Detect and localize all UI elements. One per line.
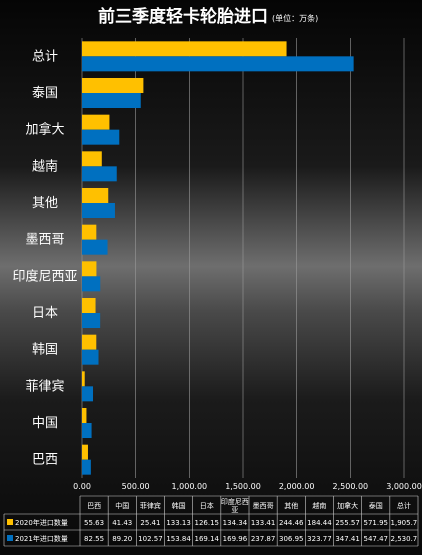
table-header: 加拿大 xyxy=(337,501,358,510)
table-header: 日本 xyxy=(200,501,214,510)
table-cell: 133.13 xyxy=(166,519,191,527)
x-tick-label: 1,000.00 xyxy=(172,482,208,491)
category-label: 印度尼西亚 xyxy=(12,268,77,284)
table-cell: 2,530.7 xyxy=(391,535,418,543)
table-header: 韩国 xyxy=(172,501,186,510)
table-cell: 55.63 xyxy=(84,519,104,527)
table-header: 菲律宾 xyxy=(140,501,161,510)
table-cell: 134.34 xyxy=(223,519,248,527)
bar-2020 xyxy=(82,444,88,460)
x-tick-label: 1,500.00 xyxy=(225,482,261,491)
category-label: 其他 xyxy=(32,196,58,211)
table-header: 亚 xyxy=(231,506,238,514)
category-label: 墨西哥 xyxy=(25,233,64,248)
bar-2021 xyxy=(82,93,141,108)
chart-subtitle: (单位：万条) xyxy=(272,13,318,23)
bar-2021 xyxy=(82,276,101,292)
bar-2021 xyxy=(82,349,99,365)
category-label: 韩国 xyxy=(32,343,58,358)
table-header: 其他 xyxy=(284,501,298,510)
table-cell: 169.14 xyxy=(195,535,220,543)
table-cell: 82.55 xyxy=(84,535,104,543)
bar-2020 xyxy=(82,261,97,277)
category-label: 越南 xyxy=(32,158,58,174)
bar-2020 xyxy=(82,114,110,130)
bar-2020 xyxy=(82,188,109,203)
table-cell: 306.95 xyxy=(279,535,304,543)
table-cell: 571.95 xyxy=(364,519,389,527)
bar-2020 xyxy=(82,408,87,423)
table-cell: 102.57 xyxy=(138,535,163,543)
table-cell: 547.47 xyxy=(364,535,389,543)
category-label: 总计 xyxy=(32,49,58,64)
legend-swatch xyxy=(7,519,13,525)
table-cell: 1,905.7 xyxy=(391,519,418,527)
table-cell: 255.57 xyxy=(335,519,360,527)
x-tick-label: 2,500.00 xyxy=(333,482,369,491)
bar-2021 xyxy=(82,203,115,218)
table-header: 越南 xyxy=(312,501,326,510)
table-cell: 169.96 xyxy=(223,535,248,543)
bar-2020 xyxy=(82,151,102,167)
table-cell: 184.44 xyxy=(307,519,332,527)
bar-2021 xyxy=(82,423,92,438)
bar-2020 xyxy=(82,371,85,387)
legend-label: 2020年进口数量 xyxy=(15,518,68,527)
table-cell: 323.77 xyxy=(307,535,332,543)
table-header: 巴西 xyxy=(87,502,101,510)
category-label: 中国 xyxy=(32,416,58,431)
bar-2021 xyxy=(82,313,101,328)
category-label: 菲律宾 xyxy=(25,378,64,394)
table-cell: 244.46 xyxy=(279,519,304,527)
legend-label: 2021年进口数量 xyxy=(15,534,68,543)
category-label: 日本 xyxy=(32,306,58,321)
bar-2020 xyxy=(82,298,96,313)
category-label: 加拿大 xyxy=(25,122,64,138)
category-label: 泰国 xyxy=(32,86,58,101)
table-cell: 25.41 xyxy=(140,519,160,527)
table-header: 泰国 xyxy=(369,501,383,510)
bar-2020 xyxy=(82,78,144,93)
table-cell: 41.43 xyxy=(112,519,132,527)
table-cell: 126.15 xyxy=(195,519,220,527)
category-label: 巴西 xyxy=(32,453,58,468)
table-cell: 133.41 xyxy=(251,519,276,527)
chart-title: 前三季度轻卡轮胎进口 xyxy=(98,6,268,27)
x-tick-label: 500.00 xyxy=(122,482,150,491)
table-header: 中国 xyxy=(115,501,129,510)
bar-2021 xyxy=(82,459,91,475)
bar-2020 xyxy=(82,334,97,350)
bar-2021 xyxy=(82,166,117,182)
bar-2021 xyxy=(82,56,354,72)
table-cell: 89.20 xyxy=(112,535,132,543)
bar-2021 xyxy=(82,386,94,402)
legend-swatch xyxy=(7,535,13,541)
table-cell: 153.84 xyxy=(166,535,191,543)
table-cell: 237.87 xyxy=(251,535,276,543)
x-tick-label: 2,000.00 xyxy=(279,482,315,491)
table-header: 总计 xyxy=(397,501,411,510)
x-tick-label: 0.00 xyxy=(73,482,91,491)
table-cell: 347.41 xyxy=(335,535,360,543)
bar-2021 xyxy=(82,129,120,145)
bar-2021 xyxy=(82,239,108,255)
x-tick-label: 3,000.00 xyxy=(386,482,422,491)
bar-2020 xyxy=(82,41,287,57)
table-header: 墨西哥 xyxy=(253,502,274,510)
table-header: 印度尼西 xyxy=(221,497,249,506)
bar-2020 xyxy=(82,224,97,240)
